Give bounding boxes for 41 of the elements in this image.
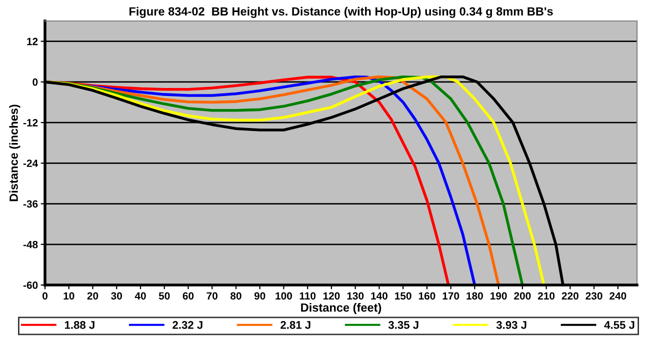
x-tick-label: 160: [418, 292, 436, 300]
y-tick-label: -60: [23, 282, 38, 289]
x-tick-label: 190: [490, 292, 507, 300]
x-tick-label: 200: [514, 292, 531, 300]
legend-label: 2.32 J: [172, 321, 202, 329]
x-tick-label: 0: [42, 292, 48, 300]
x-tick-label: 60: [182, 292, 194, 300]
x-tick-label: 130: [347, 292, 364, 300]
x-tick-label: 40: [134, 292, 146, 300]
y-tick-label: 0: [32, 78, 38, 86]
x-tick-label: 110: [300, 292, 316, 300]
x-tick-label: 210: [538, 292, 555, 300]
x-tick-label: 140: [371, 292, 388, 300]
x-tick-label: 80: [230, 292, 242, 300]
y-axis-title: Distance (inches): [9, 104, 20, 202]
chart-title: Figure 834-02 BB Height vs. Distance (with Hop-Up) using 0.34 g 8mm BB's: [130, 6, 553, 18]
legend-label: 3.35 J: [388, 321, 418, 329]
x-axis-title: Distance (feet): [301, 303, 382, 314]
x-tick-label: 50: [158, 292, 170, 300]
x-tick-label: 150: [395, 292, 412, 300]
legend-label: 4.55 J: [604, 321, 634, 329]
x-tick-label: 120: [323, 292, 340, 300]
legend-label: 3.93 J: [496, 321, 526, 329]
y-tick-label: -24: [23, 160, 38, 167]
legend-label: 2.81 J: [280, 321, 310, 329]
x-tick-label: 70: [206, 292, 218, 300]
y-tick-label: 12: [27, 38, 38, 46]
x-tick-label: 90: [254, 292, 266, 300]
legend-label: 1.88 J: [64, 321, 94, 329]
x-tick-label: 100: [276, 292, 292, 300]
x-tick-label: 180: [466, 292, 483, 300]
x-tick-label: 30: [111, 292, 122, 300]
x-tick-label: 220: [562, 292, 578, 300]
y-tick-label: -48: [23, 240, 38, 248]
x-tick-label: 20: [87, 292, 98, 300]
y-tick-label: -12: [23, 119, 38, 126]
x-tick-label: 170: [442, 292, 460, 300]
x-tick-label: 10: [64, 292, 74, 300]
x-tick-label: 230: [586, 292, 602, 300]
x-tick-label: 240: [610, 292, 626, 300]
y-tick-label: -36: [23, 200, 38, 208]
